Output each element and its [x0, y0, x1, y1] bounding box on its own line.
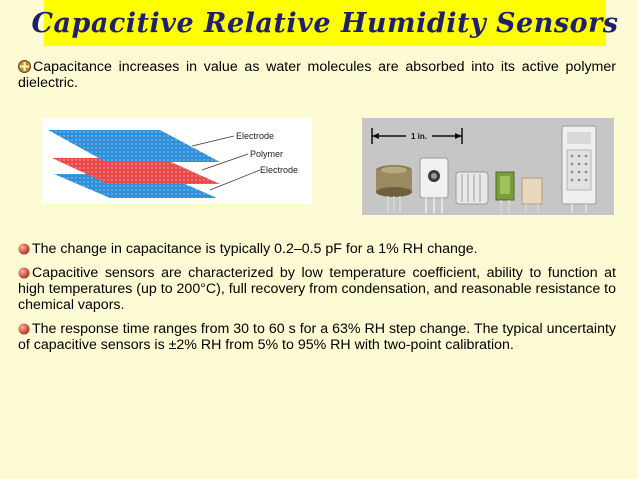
sensor-translucent: [521, 177, 543, 213]
bullet-text-1: The change in capacitance is typically 0…: [32, 241, 478, 257]
sensor-tall: [561, 125, 597, 213]
scale-label: 1 in.: [411, 132, 427, 141]
bullet-item-1: The change in capacitance is typically 0…: [18, 241, 616, 257]
red-ball-icon: [18, 267, 30, 279]
sensor-board: [419, 157, 449, 213]
sensor-to-can: [376, 165, 412, 213]
red-ball-icon: [18, 323, 30, 335]
bullet-item-2: Capacitive sensors are characterized by …: [18, 265, 616, 313]
electrode-diagram: Electrode Polymer Electrode: [42, 118, 312, 204]
sensor-chip: [495, 171, 515, 213]
polymer-plate: [52, 158, 220, 184]
electrode-plate-top: [48, 130, 220, 162]
label-electrode-top: Electrode: [236, 131, 274, 141]
label-polymer: Polymer: [250, 149, 283, 159]
label-electrode-bottom: Electrode: [260, 165, 298, 175]
scale-bar: 1 in.: [371, 128, 463, 144]
sensor-photo: 1 in.: [362, 118, 614, 215]
red-ball-icon: [18, 243, 30, 255]
cross-circle-icon: [18, 60, 31, 73]
bullet-text-2: Capacitive sensors are characterized by …: [18, 265, 616, 313]
electrode-plate-bottom: [54, 174, 217, 198]
bullet-text-3: The response time ranges from 30 to 60 s…: [18, 321, 616, 353]
intro-text: Capacitance increases in value as water …: [18, 59, 616, 91]
page-title: Capacitive Relative Humidity Sensors: [31, 7, 619, 39]
title-bar: Capacitive Relative Humidity Sensors: [31, 0, 618, 46]
bullet-item-3: The response time ranges from 30 to 60 s…: [18, 321, 616, 353]
sensor-grille: [455, 171, 489, 205]
intro-paragraph: Capacitance increases in value as water …: [18, 59, 616, 91]
